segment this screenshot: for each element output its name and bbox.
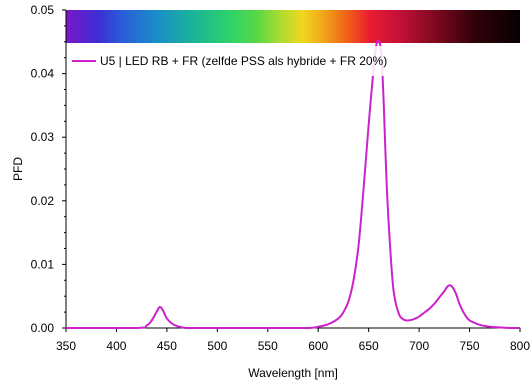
series-line [66,39,520,330]
y-tick-label: 0.05 [31,3,55,17]
y-tick-label: 0.03 [31,130,55,144]
legend: U5 | LED RB + FR (zelfde PSS als hybride… [68,46,408,76]
y-tick-label: 0.00 [31,321,55,335]
x-axis-title: Wavelength [nm] [248,366,338,380]
y-axis-title: PFD [11,157,25,181]
x-tick-label: 350 [56,339,76,353]
y-tick-label: 0.01 [31,257,55,271]
tick-group: 350 400 450 500 550 600 650 700 750 800 0.00 0.01 0.… [31,3,531,353]
x-tick-label: 500 [207,339,227,353]
legend-label: U5 | LED RB + FR (zelfde PSS als hybride… [100,54,387,68]
x-tick-label: 600 [308,339,328,353]
y-tick-label: 0.02 [31,194,55,208]
x-tick-label: 400 [106,339,126,353]
x-tick-label: 750 [460,339,480,353]
legend-background [68,46,408,76]
y-tick-label: 0.04 [31,67,55,81]
spectrum-band [66,10,520,43]
x-tick-label: 800 [510,339,530,353]
x-tick-label: 550 [258,339,278,353]
x-tick-label: 700 [409,339,429,353]
x-tick-label: 450 [157,339,177,353]
minor-tick-group [64,25,66,313]
x-tick-label: 650 [359,339,379,353]
